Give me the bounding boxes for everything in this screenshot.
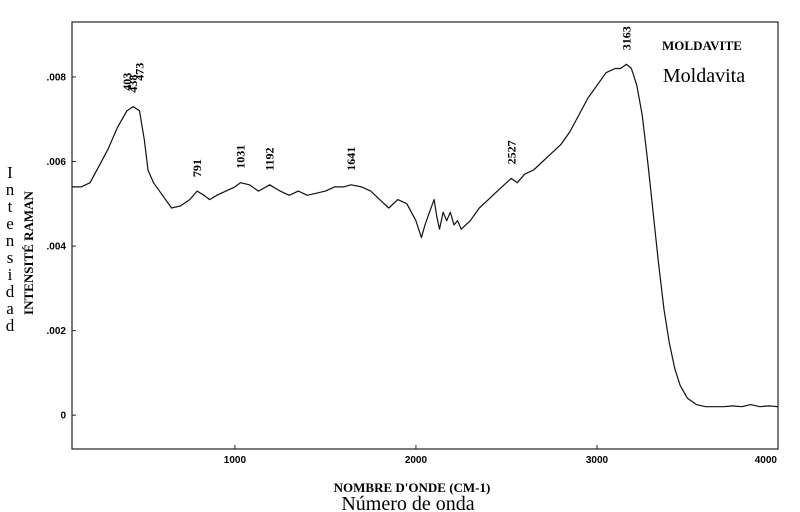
peak-label-1031: 1031 [234, 145, 248, 169]
y-tick-label: .004 [47, 242, 67, 253]
y-tick-label: .002 [47, 326, 67, 337]
x-axis-label: NOMBRE D'ONDE (CM-1) [334, 480, 491, 495]
peak-label-403: 403 [120, 73, 134, 91]
x-tick-label: 2000 [405, 455, 428, 466]
y-axis-label-alt-char: n [6, 180, 15, 199]
y-axis-label-alt-char: d [6, 316, 15, 335]
peak-label-438: 438 [126, 75, 140, 93]
y-tick-label: .008 [47, 72, 67, 83]
y-axis-label-alt-char: e [6, 214, 14, 233]
peak-label-2527: 2527 [504, 140, 518, 164]
y-axis-label-alt-char: t [8, 197, 13, 216]
y-axis-label-alt-char: s [7, 248, 14, 267]
y-axis-label-alt-char: i [8, 265, 13, 284]
y-axis-label-alt-char: a [6, 299, 14, 318]
plot-frame [71, 21, 779, 450]
peak-label-791: 791 [190, 159, 204, 177]
x-tick-label: 1000 [224, 455, 247, 466]
peak-label-3163: 3163 [620, 26, 634, 50]
y-axis-label-alt-char: n [6, 231, 15, 250]
spectrum-series-line [72, 63, 779, 408]
y-axis-label-alt-char: I [7, 163, 13, 182]
y-axis-ticks: 0 .002 .004 .006 .008 [47, 72, 76, 422]
peak-label-1641: 1641 [344, 147, 358, 171]
peak-label-1192: 1192 [263, 147, 277, 170]
x-tick-label: 3000 [586, 455, 609, 466]
y-tick-label: .006 [47, 157, 67, 168]
y-tick-label: 0 [60, 411, 66, 422]
x-tick-label: 4000 [755, 455, 778, 466]
y-axis-label: INTENSITÉ RAMAN [21, 190, 36, 314]
chart-subtitle: Moldavita [663, 65, 745, 87]
peak-label-473: 473 [133, 63, 147, 81]
x-axis-ticks: 1000 2000 3000 4000 [224, 445, 779, 466]
x-axis-label-alt: Número de onda [341, 493, 474, 512]
chart-title: MOLDAVITE [662, 38, 742, 53]
y-axis-label-alt-char: d [6, 282, 15, 301]
